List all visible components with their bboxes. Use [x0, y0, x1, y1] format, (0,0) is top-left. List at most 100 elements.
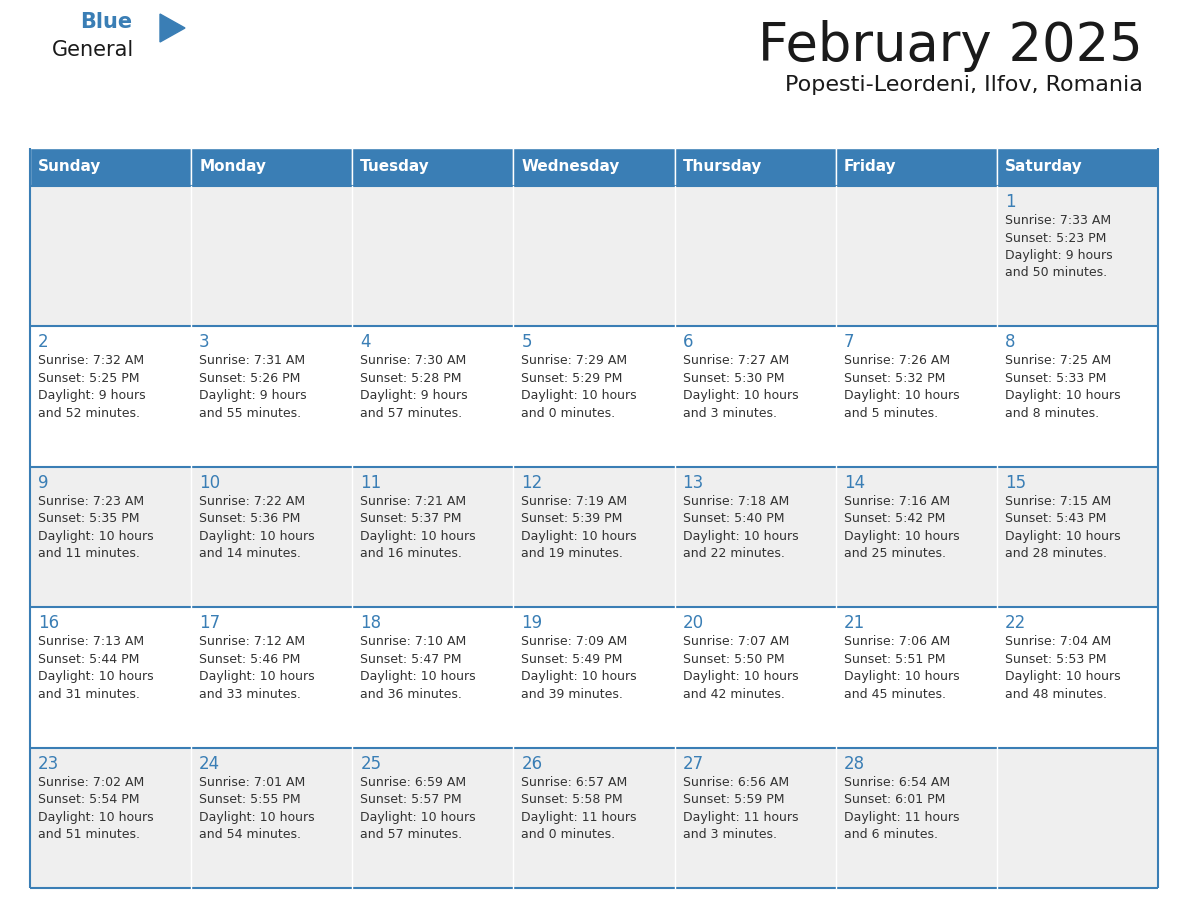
- Text: Sunset: 5:23 PM: Sunset: 5:23 PM: [1005, 231, 1106, 244]
- Text: Daylight: 10 hours: Daylight: 10 hours: [843, 530, 960, 543]
- Text: Daylight: 10 hours: Daylight: 10 hours: [38, 811, 153, 823]
- Text: Daylight: 11 hours: Daylight: 11 hours: [843, 811, 959, 823]
- Bar: [513, 327, 675, 466]
- Text: Blue: Blue: [80, 12, 132, 32]
- Text: 27: 27: [683, 755, 703, 773]
- Text: 13: 13: [683, 474, 703, 492]
- Text: Thursday: Thursday: [683, 160, 762, 174]
- Bar: [997, 747, 1158, 888]
- Text: Daylight: 10 hours: Daylight: 10 hours: [522, 670, 637, 683]
- Text: Sunrise: 7:09 AM: Sunrise: 7:09 AM: [522, 635, 627, 648]
- Text: Sunrise: 6:56 AM: Sunrise: 6:56 AM: [683, 776, 789, 789]
- Bar: [353, 327, 513, 466]
- Text: 24: 24: [200, 755, 220, 773]
- Text: Daylight: 11 hours: Daylight: 11 hours: [522, 811, 637, 823]
- Text: Sunrise: 7:02 AM: Sunrise: 7:02 AM: [38, 776, 144, 789]
- Text: Sunset: 5:36 PM: Sunset: 5:36 PM: [200, 512, 301, 525]
- Bar: [513, 148, 675, 186]
- Text: 17: 17: [200, 614, 220, 633]
- Bar: [675, 327, 835, 466]
- Bar: [191, 747, 353, 888]
- Text: Sunrise: 7:01 AM: Sunrise: 7:01 AM: [200, 776, 305, 789]
- Text: Sunrise: 7:29 AM: Sunrise: 7:29 AM: [522, 354, 627, 367]
- Text: 22: 22: [1005, 614, 1026, 633]
- Text: Daylight: 10 hours: Daylight: 10 hours: [1005, 389, 1120, 402]
- Text: 5: 5: [522, 333, 532, 352]
- Bar: [353, 607, 513, 747]
- Bar: [835, 148, 997, 186]
- Polygon shape: [160, 14, 185, 42]
- Text: Sunrise: 7:10 AM: Sunrise: 7:10 AM: [360, 635, 467, 648]
- Text: and 11 minutes.: and 11 minutes.: [38, 547, 140, 560]
- Text: Daylight: 10 hours: Daylight: 10 hours: [683, 389, 798, 402]
- Text: 3: 3: [200, 333, 210, 352]
- Text: Tuesday: Tuesday: [360, 160, 430, 174]
- Text: 8: 8: [1005, 333, 1016, 352]
- Bar: [191, 466, 353, 607]
- Text: 14: 14: [843, 474, 865, 492]
- Text: and 0 minutes.: and 0 minutes.: [522, 407, 615, 420]
- Text: and 28 minutes.: and 28 minutes.: [1005, 547, 1107, 560]
- Text: Daylight: 10 hours: Daylight: 10 hours: [38, 670, 153, 683]
- Text: Sunrise: 7:21 AM: Sunrise: 7:21 AM: [360, 495, 467, 508]
- Text: and 52 minutes.: and 52 minutes.: [38, 407, 140, 420]
- Text: Daylight: 10 hours: Daylight: 10 hours: [522, 389, 637, 402]
- Text: Sunrise: 7:27 AM: Sunrise: 7:27 AM: [683, 354, 789, 367]
- Text: Daylight: 10 hours: Daylight: 10 hours: [360, 530, 476, 543]
- Text: Sunset: 5:33 PM: Sunset: 5:33 PM: [1005, 372, 1106, 385]
- Text: Sunset: 5:49 PM: Sunset: 5:49 PM: [522, 653, 623, 666]
- Bar: [513, 186, 675, 327]
- Text: and 45 minutes.: and 45 minutes.: [843, 688, 946, 700]
- Text: Daylight: 9 hours: Daylight: 9 hours: [360, 389, 468, 402]
- Text: and 19 minutes.: and 19 minutes.: [522, 547, 624, 560]
- Text: 9: 9: [38, 474, 49, 492]
- Text: Daylight: 10 hours: Daylight: 10 hours: [1005, 670, 1120, 683]
- Text: Sunset: 5:59 PM: Sunset: 5:59 PM: [683, 793, 784, 806]
- Text: 19: 19: [522, 614, 543, 633]
- Text: Sunrise: 7:33 AM: Sunrise: 7:33 AM: [1005, 214, 1111, 227]
- Text: Daylight: 10 hours: Daylight: 10 hours: [843, 670, 960, 683]
- Bar: [353, 466, 513, 607]
- Text: and 8 minutes.: and 8 minutes.: [1005, 407, 1099, 420]
- Text: and 57 minutes.: and 57 minutes.: [360, 407, 462, 420]
- Text: Sunset: 5:29 PM: Sunset: 5:29 PM: [522, 372, 623, 385]
- Text: Sunrise: 6:57 AM: Sunrise: 6:57 AM: [522, 776, 627, 789]
- Text: 4: 4: [360, 333, 371, 352]
- Text: Sunrise: 7:04 AM: Sunrise: 7:04 AM: [1005, 635, 1111, 648]
- Text: and 3 minutes.: and 3 minutes.: [683, 828, 777, 841]
- Bar: [191, 607, 353, 747]
- Text: Sunset: 5:54 PM: Sunset: 5:54 PM: [38, 793, 139, 806]
- Bar: [30, 466, 191, 607]
- Bar: [513, 747, 675, 888]
- Text: Daylight: 10 hours: Daylight: 10 hours: [522, 530, 637, 543]
- Bar: [191, 148, 353, 186]
- Text: 1: 1: [1005, 193, 1016, 211]
- Text: Daylight: 10 hours: Daylight: 10 hours: [360, 811, 476, 823]
- Text: Sunrise: 7:25 AM: Sunrise: 7:25 AM: [1005, 354, 1111, 367]
- Text: and 42 minutes.: and 42 minutes.: [683, 688, 784, 700]
- Text: Sunrise: 7:07 AM: Sunrise: 7:07 AM: [683, 635, 789, 648]
- Text: Daylight: 10 hours: Daylight: 10 hours: [683, 670, 798, 683]
- Text: Sunrise: 7:31 AM: Sunrise: 7:31 AM: [200, 354, 305, 367]
- Text: Sunset: 5:55 PM: Sunset: 5:55 PM: [200, 793, 301, 806]
- Text: 20: 20: [683, 614, 703, 633]
- Text: and 6 minutes.: and 6 minutes.: [843, 828, 937, 841]
- Text: 11: 11: [360, 474, 381, 492]
- Text: Sunset: 5:57 PM: Sunset: 5:57 PM: [360, 793, 462, 806]
- Text: 23: 23: [38, 755, 59, 773]
- Text: Saturday: Saturday: [1005, 160, 1082, 174]
- Bar: [30, 747, 191, 888]
- Text: General: General: [52, 40, 134, 60]
- Text: and 48 minutes.: and 48 minutes.: [1005, 688, 1107, 700]
- Text: Daylight: 11 hours: Daylight: 11 hours: [683, 811, 798, 823]
- Text: Sunrise: 6:59 AM: Sunrise: 6:59 AM: [360, 776, 467, 789]
- Text: Sunset: 5:35 PM: Sunset: 5:35 PM: [38, 512, 139, 525]
- Text: and 16 minutes.: and 16 minutes.: [360, 547, 462, 560]
- Text: Sunrise: 7:15 AM: Sunrise: 7:15 AM: [1005, 495, 1111, 508]
- Text: and 39 minutes.: and 39 minutes.: [522, 688, 624, 700]
- Text: Monday: Monday: [200, 160, 266, 174]
- Text: 25: 25: [360, 755, 381, 773]
- Text: and 3 minutes.: and 3 minutes.: [683, 407, 777, 420]
- Text: Sunset: 5:51 PM: Sunset: 5:51 PM: [843, 653, 946, 666]
- Bar: [30, 186, 191, 327]
